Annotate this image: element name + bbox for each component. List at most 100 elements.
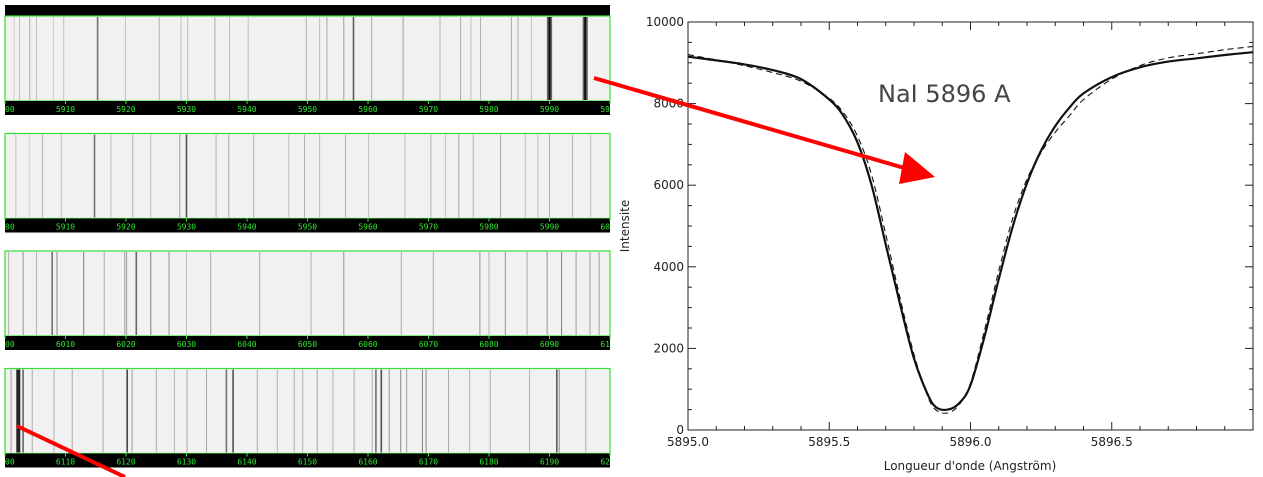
spectrum-strip: 00 6110 6120 6130 6140 6150 6160 6170 6180 6190 62	[4, 367, 611, 468]
absorption-line	[185, 134, 188, 218]
strip-tick-label: 00	[5, 340, 15, 349]
strip-tick-label: 6160	[358, 458, 377, 467]
absorption-line	[63, 17, 65, 100]
absorption-line	[31, 369, 33, 453]
strip-tick-label: 00	[5, 105, 15, 114]
absorption-line	[126, 252, 128, 335]
absorption-line	[556, 369, 558, 453]
absorption-line	[259, 252, 261, 335]
absorption-line	[585, 369, 587, 453]
strip-background	[4, 367, 611, 455]
strip-background	[4, 132, 611, 220]
absorption-line	[186, 369, 188, 453]
absorption-line	[16, 369, 21, 453]
strip-background	[4, 15, 611, 102]
absorption-line	[561, 252, 563, 335]
absorption-line	[504, 252, 506, 335]
strip-tick-label: 6040	[237, 340, 256, 349]
absorption-line	[36, 252, 37, 335]
absorption-line	[173, 369, 175, 453]
absorption-line	[549, 134, 550, 218]
absorption-line	[155, 369, 157, 453]
absorption-line	[488, 252, 490, 335]
strip-tick-label: 62	[600, 458, 610, 467]
strip-tick-label: 6150	[298, 458, 317, 467]
absorption-line	[110, 134, 112, 218]
red-arrow	[593, 76, 926, 176]
strip-tick-label: 6180	[479, 458, 498, 467]
strip-tick-label: 00	[5, 223, 15, 232]
absorption-line	[400, 369, 402, 453]
wavelength-scale-bar	[5, 336, 610, 350]
absorption-line	[96, 17, 99, 100]
absorption-line	[229, 17, 230, 100]
absorption-line	[458, 134, 460, 218]
strip-tick-label: 5960	[358, 105, 377, 114]
strip-tick-label: 6170	[419, 458, 438, 467]
absorption-line	[430, 134, 432, 218]
strip-tick-label: 60	[600, 223, 610, 232]
y-tick-label: 0	[676, 423, 684, 437]
absorption-line	[586, 17, 588, 100]
absorption-line	[421, 369, 423, 453]
absorption-line	[572, 134, 573, 218]
red-pointer-line	[16, 424, 126, 477]
absorption-line	[388, 369, 390, 453]
strip-tick-label: 6030	[177, 340, 196, 349]
absorption-line	[368, 134, 370, 218]
strip-tick-label: 5960	[358, 223, 377, 232]
strip-tick-label: 5950	[298, 223, 317, 232]
spectrum-strip: 00 5910 5920 5930 5940 5950 5960 5970 5980 5990 60	[4, 132, 611, 233]
absorption-line	[210, 252, 212, 335]
x-tick-label: 5896.0	[950, 435, 992, 449]
absorption-line	[547, 17, 552, 100]
plot-frame	[687, 21, 1254, 431]
absorption-line	[135, 252, 138, 335]
strip-tick-label: 5970	[419, 105, 438, 114]
absorption-line	[371, 369, 373, 453]
absorption-line	[517, 17, 519, 100]
absorption-line	[13, 17, 15, 100]
absorption-line	[8, 252, 10, 335]
x-tick-label: 5895.5	[808, 435, 850, 449]
absorption-line	[546, 252, 548, 335]
strip-tick-label: 6070	[419, 340, 438, 349]
absorption-line	[83, 252, 85, 335]
absorption-line	[345, 134, 347, 218]
absorption-line	[332, 369, 334, 453]
absorption-line	[589, 252, 591, 335]
strip-tick-label: 5920	[116, 105, 135, 114]
strip-tick-label: 6130	[177, 458, 196, 467]
red-arrowhead	[899, 152, 935, 184]
absorption-line	[168, 252, 170, 335]
absorption-line	[406, 369, 408, 453]
absorption-line	[150, 252, 152, 335]
strip-tick-label: 5970	[419, 223, 438, 232]
strip-tick-label: 6140	[237, 458, 256, 467]
absorption-line	[319, 17, 321, 100]
x-tick-label: 5896.5	[1091, 435, 1133, 449]
absorption-line	[93, 134, 96, 218]
absorption-line	[380, 369, 383, 453]
strip-tick-label: 5920	[116, 223, 135, 232]
line-annotation: NaI 5896 A	[878, 80, 1011, 108]
absorption-line	[472, 134, 474, 218]
absorption-line	[575, 252, 577, 335]
absorption-line	[150, 134, 152, 218]
strip-tick-label: 61	[600, 340, 610, 349]
absorption-line	[102, 369, 104, 453]
series-layer	[687, 45, 1254, 414]
echelle-spectrum-panel: 00 5910 5920 5930 5940 5950 5960 5970 5980 5990 59…	[4, 5, 611, 468]
absorption-line	[500, 134, 501, 218]
absorption-line	[22, 252, 24, 335]
absorption-line	[425, 369, 427, 453]
absorption-line	[489, 369, 491, 453]
absorption-line	[29, 17, 31, 100]
absorption-line	[470, 17, 472, 100]
absorption-line	[15, 134, 17, 218]
strip-tick-label: 5940	[237, 223, 256, 232]
wavelength-scale-bar	[5, 101, 610, 115]
strip-tick-label: 6080	[479, 340, 498, 349]
absorption-line	[319, 134, 321, 218]
